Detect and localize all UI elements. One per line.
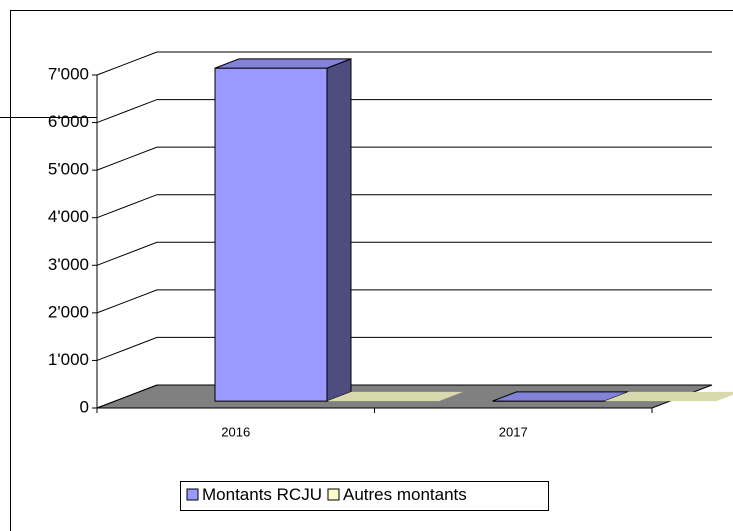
- y-tick-label: 0: [80, 397, 89, 416]
- bar-side: [326, 58, 352, 402]
- bar-top: [492, 391, 629, 402]
- grid-line: [96, 99, 712, 124]
- bar: [492, 391, 629, 402]
- y-tick-label: 7'000: [48, 64, 89, 83]
- legend-label: Autres montants: [343, 485, 467, 504]
- grid-line: [96, 51, 712, 76]
- y-tick-label: 1'000: [48, 350, 89, 369]
- y-tick-label: 2'000: [48, 302, 89, 321]
- x-tick-label: 2017: [499, 424, 528, 439]
- x-tick-label: 2016: [221, 424, 250, 439]
- bar-top: [214, 58, 352, 69]
- bar-top: [604, 391, 733, 402]
- grid-line: [96, 289, 712, 314]
- bar: [214, 58, 352, 402]
- legend-box: [180, 481, 549, 511]
- bar: [604, 391, 733, 402]
- grid-line: [96, 384, 712, 409]
- bar-front: [214, 67, 328, 402]
- legend-label: Montants RCJU: [202, 485, 322, 504]
- grid-line: [96, 194, 712, 219]
- grid-line: [96, 146, 712, 171]
- bar: [327, 391, 463, 402]
- y-tick-label: 5'000: [48, 160, 89, 179]
- legend-swatch: [186, 488, 199, 501]
- grid-line: [96, 336, 712, 361]
- chart-frame: [10, 10, 733, 531]
- y-tick-label: 3'000: [48, 255, 89, 274]
- grid-line: [96, 241, 712, 266]
- bar-top: [327, 391, 463, 402]
- y-tick-label: 4'000: [48, 207, 89, 226]
- legend-swatch: [327, 488, 340, 501]
- y-tick-label: 6'000: [48, 112, 89, 131]
